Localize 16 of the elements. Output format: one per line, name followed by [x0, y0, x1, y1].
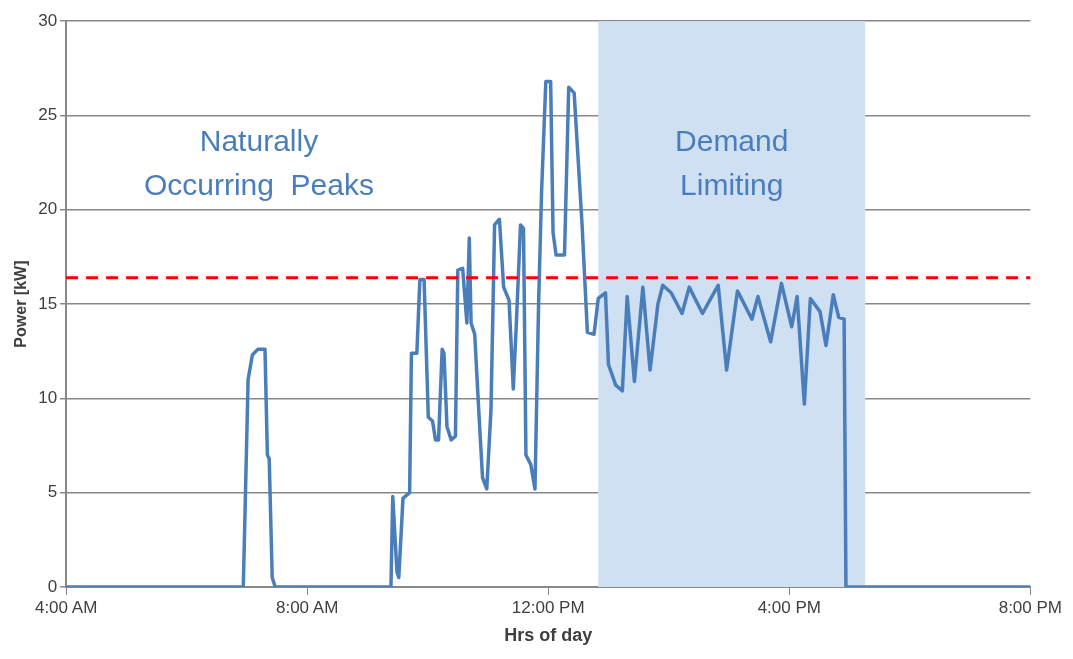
- y-tick-label: 20: [38, 199, 58, 219]
- x-tick-label: 12:00 PM: [511, 597, 585, 617]
- y-tick-label: 5: [47, 482, 58, 502]
- x-tick-label: 4:00 AM: [34, 597, 98, 617]
- x-tick-label: 8:00 PM: [998, 597, 1062, 617]
- y-tick-label: 25: [38, 105, 58, 125]
- y-tick-label: 0: [47, 576, 58, 596]
- y-tick-label: 10: [38, 388, 58, 408]
- y-tick-label: 30: [38, 10, 58, 30]
- band-label: Demand Limiting: [675, 124, 789, 202]
- y-tick-label: 15: [38, 293, 58, 313]
- annotation: Naturally Occurring Peaks: [143, 124, 374, 202]
- x-tick-label: 4:00 PM: [757, 597, 821, 617]
- x-axis-title: Hrs of day: [504, 625, 593, 646]
- x-tick-label: 8:00 AM: [275, 597, 339, 617]
- y-axis-title: Power [kW]: [12, 260, 30, 348]
